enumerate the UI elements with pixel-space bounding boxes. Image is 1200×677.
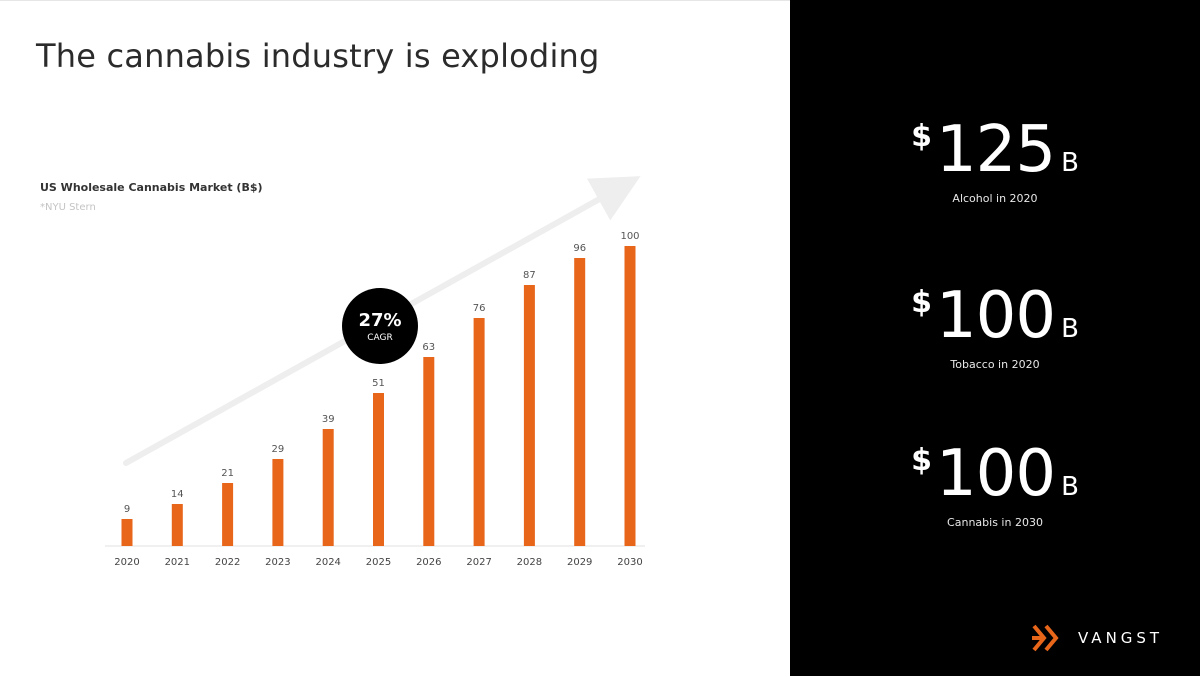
stat-unit: B <box>1061 314 1079 344</box>
stat-unit: B <box>1061 472 1079 502</box>
data-label-2025: 51 <box>372 378 385 389</box>
x-tick-label: 2023 <box>265 557 290 568</box>
stat-cannabis: $ 100 B Cannabis in 2030 <box>790 442 1200 529</box>
stat-value: 100 <box>935 437 1056 511</box>
data-label-2030: 100 <box>620 231 639 242</box>
chart-panel: The cannabis industry is exploding US Wh… <box>0 0 790 568</box>
data-label-2024: 39 <box>322 414 335 425</box>
data-label-2029: 96 <box>573 243 586 254</box>
double-chevron-logo-icon <box>1032 624 1059 652</box>
bar-2025 <box>373 393 384 546</box>
cagr-label: CAGR <box>367 332 393 343</box>
stat-label: Alcohol in 2020 <box>952 192 1038 205</box>
x-tick-label: 2030 <box>617 557 642 568</box>
brand-name: VANGST <box>1078 629 1164 647</box>
x-tick-label: 2026 <box>416 557 441 568</box>
x-tick-label: 2025 <box>366 557 391 568</box>
bar-2020 <box>121 519 133 546</box>
x-tick-label: 2027 <box>466 557 491 568</box>
stat-currency: $ <box>911 285 932 320</box>
x-tick-label: 2024 <box>315 557 340 568</box>
bar-2027 <box>473 318 485 546</box>
x-tick-label: 2028 <box>517 557 542 568</box>
brand: VANGST <box>1032 624 1163 652</box>
data-label-2021: 14 <box>171 489 184 500</box>
bar-2030 <box>624 246 636 546</box>
x-tick-label: 2021 <box>165 557 190 568</box>
stat-unit: B <box>1061 148 1079 178</box>
stat-currency: $ <box>911 119 932 154</box>
stats-panel: $ 125 B Alcohol in 2020 $ 100 B Tobacco … <box>790 0 1200 676</box>
data-label-2028: 87 <box>523 270 536 281</box>
stat-value: 100 <box>935 279 1056 353</box>
stat-value: 125 <box>935 113 1056 187</box>
chart-title: US Wholesale Cannabis Market (B$) <box>40 181 263 194</box>
data-label-2026: 63 <box>422 342 435 353</box>
bar-2028 <box>523 285 535 546</box>
x-tick-label: 2020 <box>114 557 139 568</box>
bar-2029 <box>574 258 586 546</box>
bar-2021 <box>171 504 183 546</box>
data-label-2020: 9 <box>124 504 130 515</box>
x-tick-label: 2029 <box>567 557 592 568</box>
stat-label: Cannabis in 2030 <box>947 516 1043 529</box>
data-label-2023: 29 <box>272 444 285 455</box>
bar-2026 <box>423 357 435 546</box>
cagr-value: 27% <box>358 309 402 331</box>
data-label-2027: 76 <box>473 303 486 314</box>
cagr-badge: 27% CAGR <box>342 288 418 364</box>
x-tick-label: 2022 <box>215 557 240 568</box>
data-label-2022: 21 <box>221 468 234 479</box>
bar-2022 <box>222 483 234 546</box>
bar-2023 <box>272 459 284 546</box>
stat-alcohol: $ 125 B Alcohol in 2020 <box>790 118 1200 205</box>
bar-2024 <box>322 429 334 546</box>
stat-tobacco: $ 100 B Tobacco in 2020 <box>790 284 1200 371</box>
slide-title: The cannabis industry is exploding <box>36 37 600 75</box>
stat-label: Tobacco in 2020 <box>950 358 1040 371</box>
stat-currency: $ <box>911 443 932 478</box>
chart-source: *NYU Stern <box>40 202 96 213</box>
